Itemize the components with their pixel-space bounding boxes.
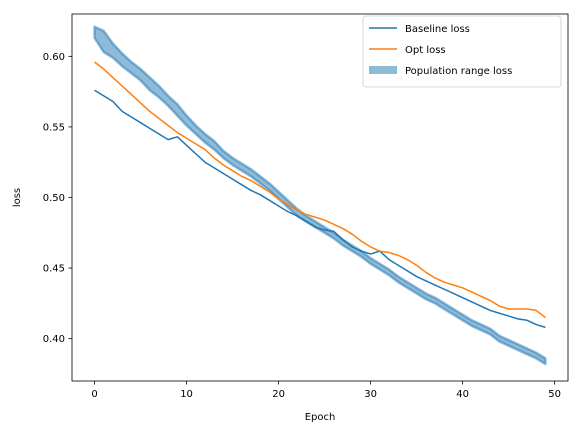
x-tick-label: 50 bbox=[548, 389, 561, 400]
population-range-band bbox=[93, 25, 547, 366]
legend-population-label: Population range loss bbox=[405, 66, 512, 77]
y-tick-label: 0.60 bbox=[43, 52, 65, 63]
legend-opt-label: Opt loss bbox=[405, 45, 446, 56]
y-axis: 0.40 0.45 0.50 0.55 0.60 bbox=[43, 52, 72, 345]
x-axis-label: Epoch bbox=[305, 412, 336, 423]
y-axis-label: loss bbox=[12, 188, 23, 207]
y-tick-label: 0.50 bbox=[43, 193, 65, 204]
legend: Baseline loss Opt loss Population range … bbox=[362, 15, 562, 88]
y-tick-label: 0.40 bbox=[43, 334, 65, 345]
plot-area bbox=[93, 25, 547, 366]
y-tick-label: 0.55 bbox=[43, 122, 65, 133]
x-tick-label: 30 bbox=[364, 389, 377, 400]
x-tick-label: 40 bbox=[456, 389, 469, 400]
baseline-loss-line bbox=[94, 89, 546, 329]
opt-loss-line bbox=[94, 61, 546, 319]
x-tick-label: 0 bbox=[91, 389, 97, 400]
y-tick-label: 0.45 bbox=[43, 264, 65, 275]
x-tick-label: 10 bbox=[180, 389, 193, 400]
x-tick-label: 20 bbox=[272, 389, 285, 400]
legend-baseline-label: Baseline loss bbox=[405, 24, 470, 35]
x-axis: 0 10 20 30 40 50 bbox=[91, 381, 561, 400]
legend-box bbox=[362, 15, 562, 88]
